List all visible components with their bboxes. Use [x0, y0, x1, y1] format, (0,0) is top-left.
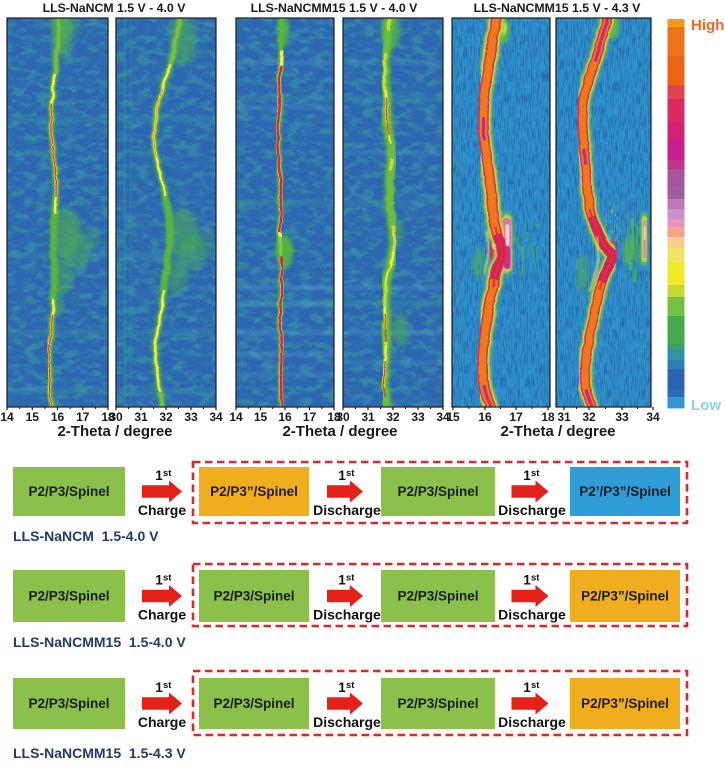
svg-text:1: 1 [523, 680, 531, 695]
svg-text:1: 1 [155, 573, 163, 588]
svg-text:33: 33 [411, 410, 425, 424]
svg-text:Discharge: Discharge [498, 714, 566, 730]
svg-text:32: 32 [159, 410, 173, 424]
svg-text:1: 1 [155, 680, 163, 695]
svg-text:P2/P3/Spinel: P2/P3/Spinel [28, 696, 109, 711]
svg-text:st: st [531, 680, 540, 691]
svg-text:15: 15 [26, 410, 40, 424]
svg-text:33: 33 [184, 410, 198, 424]
svg-text:17: 17 [509, 410, 523, 424]
svg-text:st: st [531, 573, 540, 584]
svg-text:31: 31 [134, 410, 148, 424]
svg-text:LLS-NaNCMM15 1.5 V - 4.0 V: LLS-NaNCMM15 1.5 V - 4.0 V [251, 1, 419, 15]
svg-text:14: 14 [229, 410, 243, 424]
svg-text:P2/P3”/Spinel: P2/P3”/Spinel [581, 589, 669, 604]
svg-text:st: st [163, 573, 172, 584]
svg-text:32: 32 [582, 410, 596, 424]
svg-text:LLS-NaNCMM15 1.5-4.0 V: LLS-NaNCMM15 1.5-4.0 V [13, 634, 186, 650]
svg-text:Discharge: Discharge [313, 607, 381, 623]
svg-text:1: 1 [338, 680, 346, 695]
svg-text:st: st [531, 468, 540, 479]
svg-text:P2/P3”/Spinel: P2/P3”/Spinel [581, 696, 669, 711]
svg-text:LLS-NaNCM 1.5 V - 4.0 V: LLS-NaNCM 1.5 V - 4.0 V [43, 1, 187, 15]
svg-text:st: st [163, 680, 172, 691]
svg-text:st: st [346, 468, 355, 479]
svg-text:30: 30 [109, 410, 123, 424]
svg-text:17: 17 [303, 410, 317, 424]
svg-text:18: 18 [541, 410, 555, 424]
svg-text:Discharge: Discharge [313, 714, 381, 730]
svg-text:P2/P3/Spinel: P2/P3/Spinel [213, 696, 294, 711]
svg-text:Discharge: Discharge [498, 502, 566, 518]
svg-text:Discharge: Discharge [498, 607, 566, 623]
svg-text:18: 18 [101, 410, 115, 424]
svg-text:P2/P3/Spinel: P2/P3/Spinel [28, 589, 109, 604]
svg-text:P2/P3/Spinel: P2/P3/Spinel [397, 589, 478, 604]
svg-text:Charge: Charge [138, 502, 186, 518]
svg-text:1: 1 [523, 468, 531, 483]
svg-text:31: 31 [557, 410, 571, 424]
svg-text:Charge: Charge [138, 607, 186, 623]
svg-text:High: High [691, 17, 724, 34]
svg-text:P2/P3”/Spinel: P2/P3”/Spinel [210, 484, 298, 499]
svg-text:17: 17 [76, 410, 90, 424]
svg-text:1: 1 [523, 573, 531, 588]
svg-text:31: 31 [361, 410, 375, 424]
svg-text:Low: Low [691, 397, 721, 414]
svg-text:2-Theta / degree: 2-Theta / degree [57, 423, 172, 440]
svg-text:15: 15 [446, 410, 460, 424]
svg-text:P2/P3/Spinel: P2/P3/Spinel [397, 484, 478, 499]
svg-text:16: 16 [51, 410, 65, 424]
svg-text:Discharge: Discharge [313, 502, 381, 518]
svg-text:LLS-NaNCM 1.5-4.0 V: LLS-NaNCM 1.5-4.0 V [13, 528, 159, 544]
svg-text:18: 18 [327, 410, 341, 424]
svg-text:st: st [346, 573, 355, 584]
svg-text:LLS-NaNCMM15 1.5-4.3 V: LLS-NaNCMM15 1.5-4.3 V [13, 745, 186, 761]
svg-text:st: st [346, 680, 355, 691]
svg-text:16: 16 [278, 410, 292, 424]
svg-text:P2/P3/Spinel: P2/P3/Spinel [28, 484, 109, 499]
svg-text:1: 1 [338, 468, 346, 483]
svg-text:32: 32 [386, 410, 400, 424]
svg-text:Charge: Charge [138, 714, 186, 730]
svg-text:1: 1 [338, 573, 346, 588]
svg-text:14: 14 [0, 410, 14, 424]
svg-text:34: 34 [209, 410, 223, 424]
svg-text:15: 15 [254, 410, 268, 424]
svg-text:30: 30 [336, 410, 350, 424]
svg-text:33: 33 [615, 410, 629, 424]
svg-text:st: st [163, 468, 172, 479]
svg-text:2-Theta / degree: 2-Theta / degree [500, 423, 615, 440]
svg-text:P2/P3/Spinel: P2/P3/Spinel [397, 696, 478, 711]
svg-text:P2’/P3”/Spinel: P2’/P3”/Spinel [579, 484, 671, 499]
svg-text:LLS-NaNCMM15 1.5 V - 4.3 V: LLS-NaNCMM15 1.5 V - 4.3 V [474, 1, 642, 15]
svg-text:34: 34 [646, 410, 660, 424]
svg-text:34: 34 [436, 410, 450, 424]
svg-text:16: 16 [478, 410, 492, 424]
svg-text:1: 1 [155, 468, 163, 483]
svg-text:2-Theta / degree: 2-Theta / degree [282, 423, 397, 440]
svg-text:P2/P3/Spinel: P2/P3/Spinel [213, 589, 294, 604]
